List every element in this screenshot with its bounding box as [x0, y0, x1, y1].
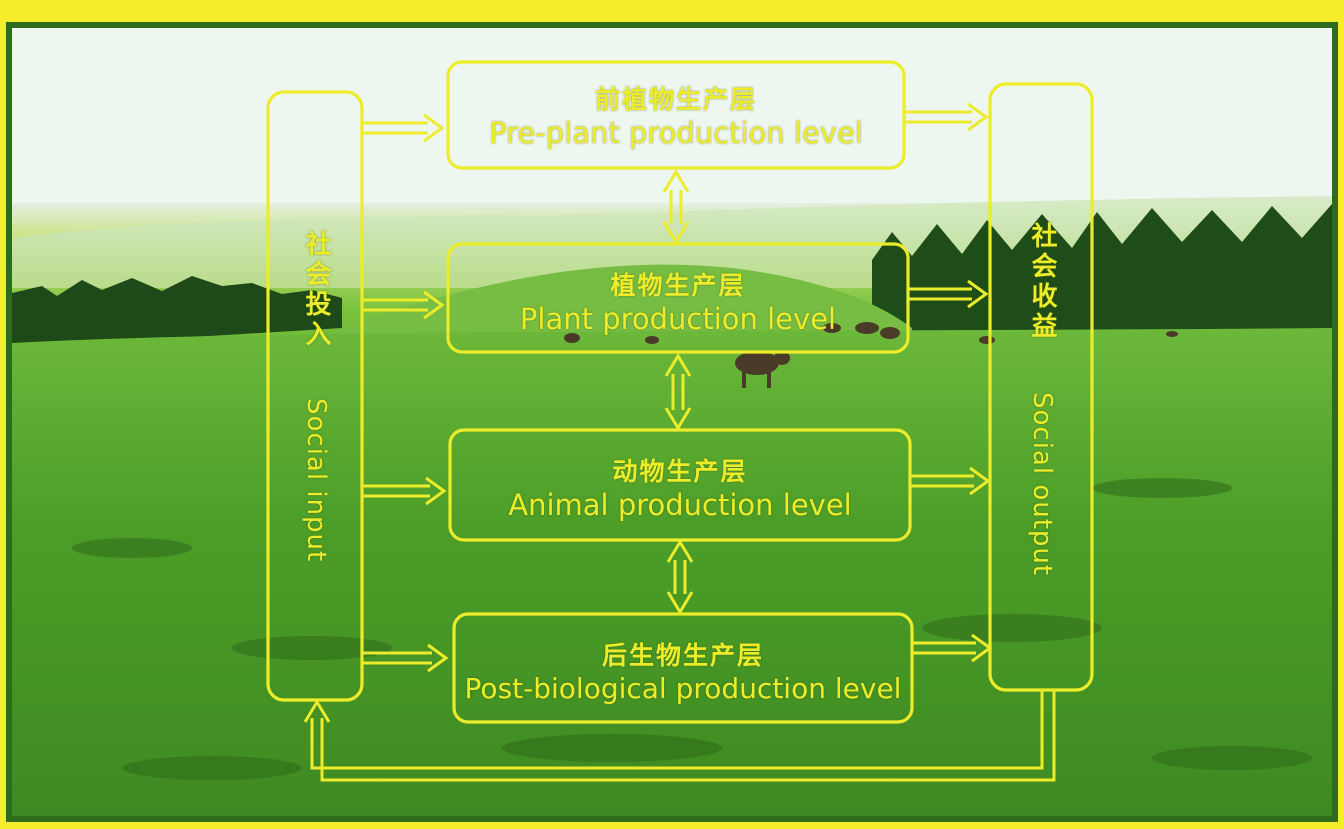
level-plant-en: Plant production level	[519, 302, 837, 336]
arrow-input-to-pre-plant	[362, 113, 445, 143]
level-post-biological-zh: 后生物生产层	[601, 641, 764, 670]
arrow-animal-to-output	[910, 466, 991, 496]
forest-right	[872, 204, 1332, 348]
level-plant-zh: 植物生产层	[610, 271, 746, 300]
level-pre-plant-zh: 前植物生产层	[594, 85, 757, 114]
arrow-feedback-output-to-input	[303, 690, 1056, 782]
arrow-animal-post-biological-bidirectional	[666, 539, 694, 615]
sky	[12, 28, 1332, 203]
photo-frame	[6, 22, 1338, 822]
arrow-input-to-animal	[362, 476, 447, 506]
arrow-plant-animal-bidirectional	[664, 353, 692, 431]
input-label-zh: 社会投入	[301, 230, 331, 350]
forest-left	[12, 276, 342, 348]
arrow-pre-plant-to-output	[904, 102, 989, 132]
level-box-pre-plant	[446, 60, 906, 170]
output-label-en: Social output	[1027, 392, 1057, 577]
arrow-pre-plant-plant-bidirectional	[662, 169, 690, 245]
grass-texture	[72, 478, 1312, 780]
level-animal-en: Animal production level	[508, 488, 852, 522]
background-photo	[12, 28, 1332, 816]
arrow-plant-to-output	[908, 279, 989, 309]
output-label-zh: 社会收益	[1027, 222, 1057, 342]
arrow-post-biological-to-output	[912, 633, 993, 663]
level-pre-plant-en: Pre-plant production level	[489, 116, 863, 150]
level-box-post-biological	[452, 612, 914, 724]
level-post-biological-en: Post-biological production level	[464, 672, 902, 705]
arrow-input-to-plant	[362, 290, 445, 320]
arrow-input-to-post-biological	[362, 643, 449, 673]
level-animal-zh: 动物生产层	[612, 457, 748, 486]
input-label-en: Social input	[301, 398, 331, 563]
output-box	[988, 82, 1094, 692]
meadow	[12, 328, 1332, 816]
input-box	[266, 90, 364, 702]
